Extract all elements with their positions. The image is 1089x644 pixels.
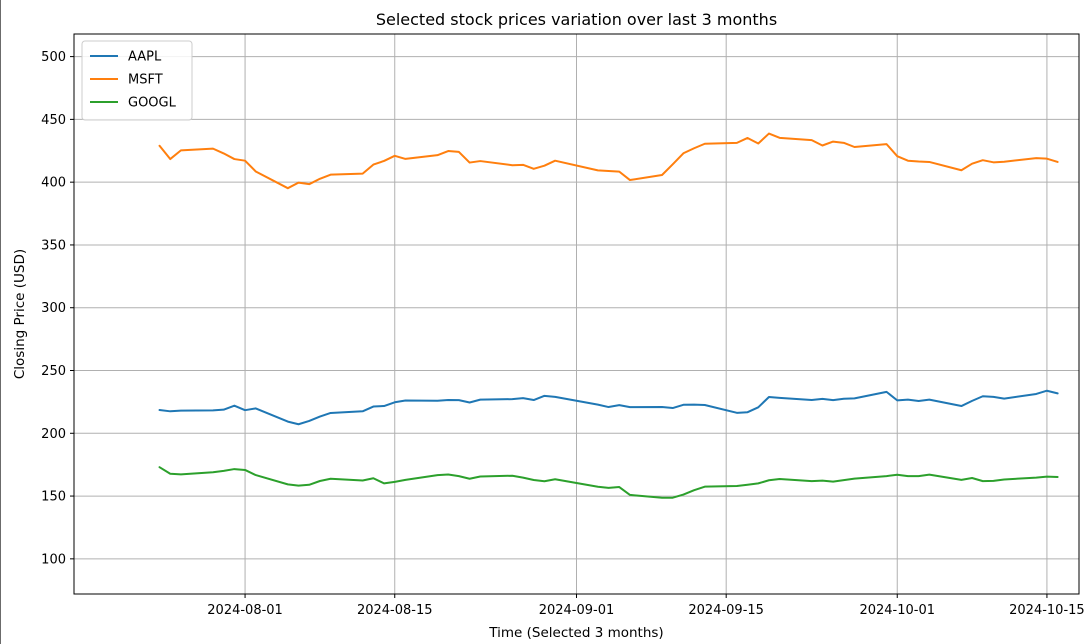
axis-ticks: 2024-08-01 2024-08-15 2024-09-01 2024-09-15… [41, 50, 1085, 618]
x-tick-label: 2024-10-01 [859, 603, 935, 618]
y-tick-label: 300 [41, 301, 66, 316]
legend-label-googl: GOOGL [128, 96, 177, 111]
x-tick-label: 2024-09-15 [688, 603, 764, 618]
series-line-msft [158, 132, 1059, 190]
y-tick-label: 150 [41, 490, 66, 505]
legend-label-msft: MSFT [128, 73, 163, 88]
window-left-edge [0, 0, 1, 644]
y-tick-label: 250 [41, 364, 66, 379]
y-tick-label: 400 [41, 176, 66, 191]
chart-title: Selected stock prices variation over las… [376, 10, 777, 29]
y-tick-label: 350 [41, 238, 66, 253]
legend-box [81, 40, 193, 121]
x-tick-label: 2024-08-01 [207, 603, 283, 618]
series-lines [158, 132, 1059, 499]
legend: AAPL MSFT GOOGL [81, 40, 193, 121]
y-tick-label: 450 [41, 113, 66, 128]
y-tick-label: 500 [41, 50, 66, 65]
grid-lines [74, 34, 1079, 594]
series-line-googl [158, 466, 1059, 499]
x-tick-label: 2024-09-01 [539, 603, 615, 618]
y-tick-label: 200 [41, 427, 66, 442]
x-axis-label: Time (Selected 3 months) [488, 625, 663, 641]
legend-label-aapl: AAPL [128, 50, 162, 65]
series-line-aapl [158, 389, 1059, 426]
y-axis-label: Closing Price (USD) [12, 249, 28, 379]
x-tick-label: 2024-10-15 [1009, 603, 1085, 618]
y-tick-label: 100 [41, 552, 66, 567]
x-tick-label: 2024-08-15 [357, 603, 433, 618]
